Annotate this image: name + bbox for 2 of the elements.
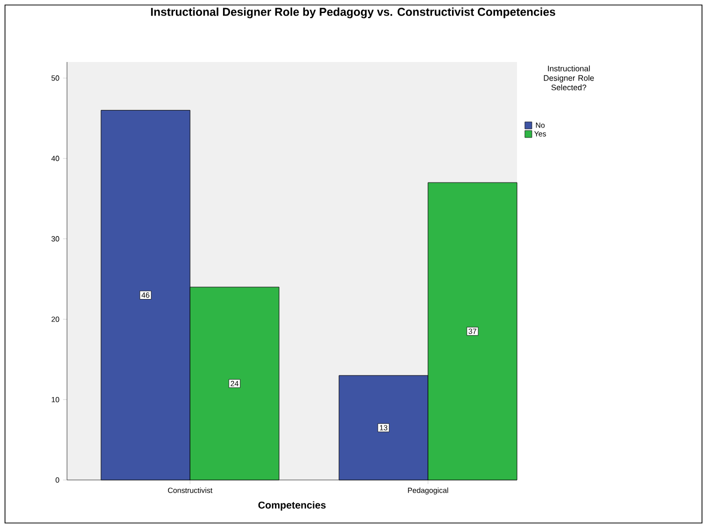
x-axis-title: Competencies [258,501,326,511]
chart-title: Instructional Designer Role by Pedagogy vs. Constructivist Competencies [151,8,556,18]
